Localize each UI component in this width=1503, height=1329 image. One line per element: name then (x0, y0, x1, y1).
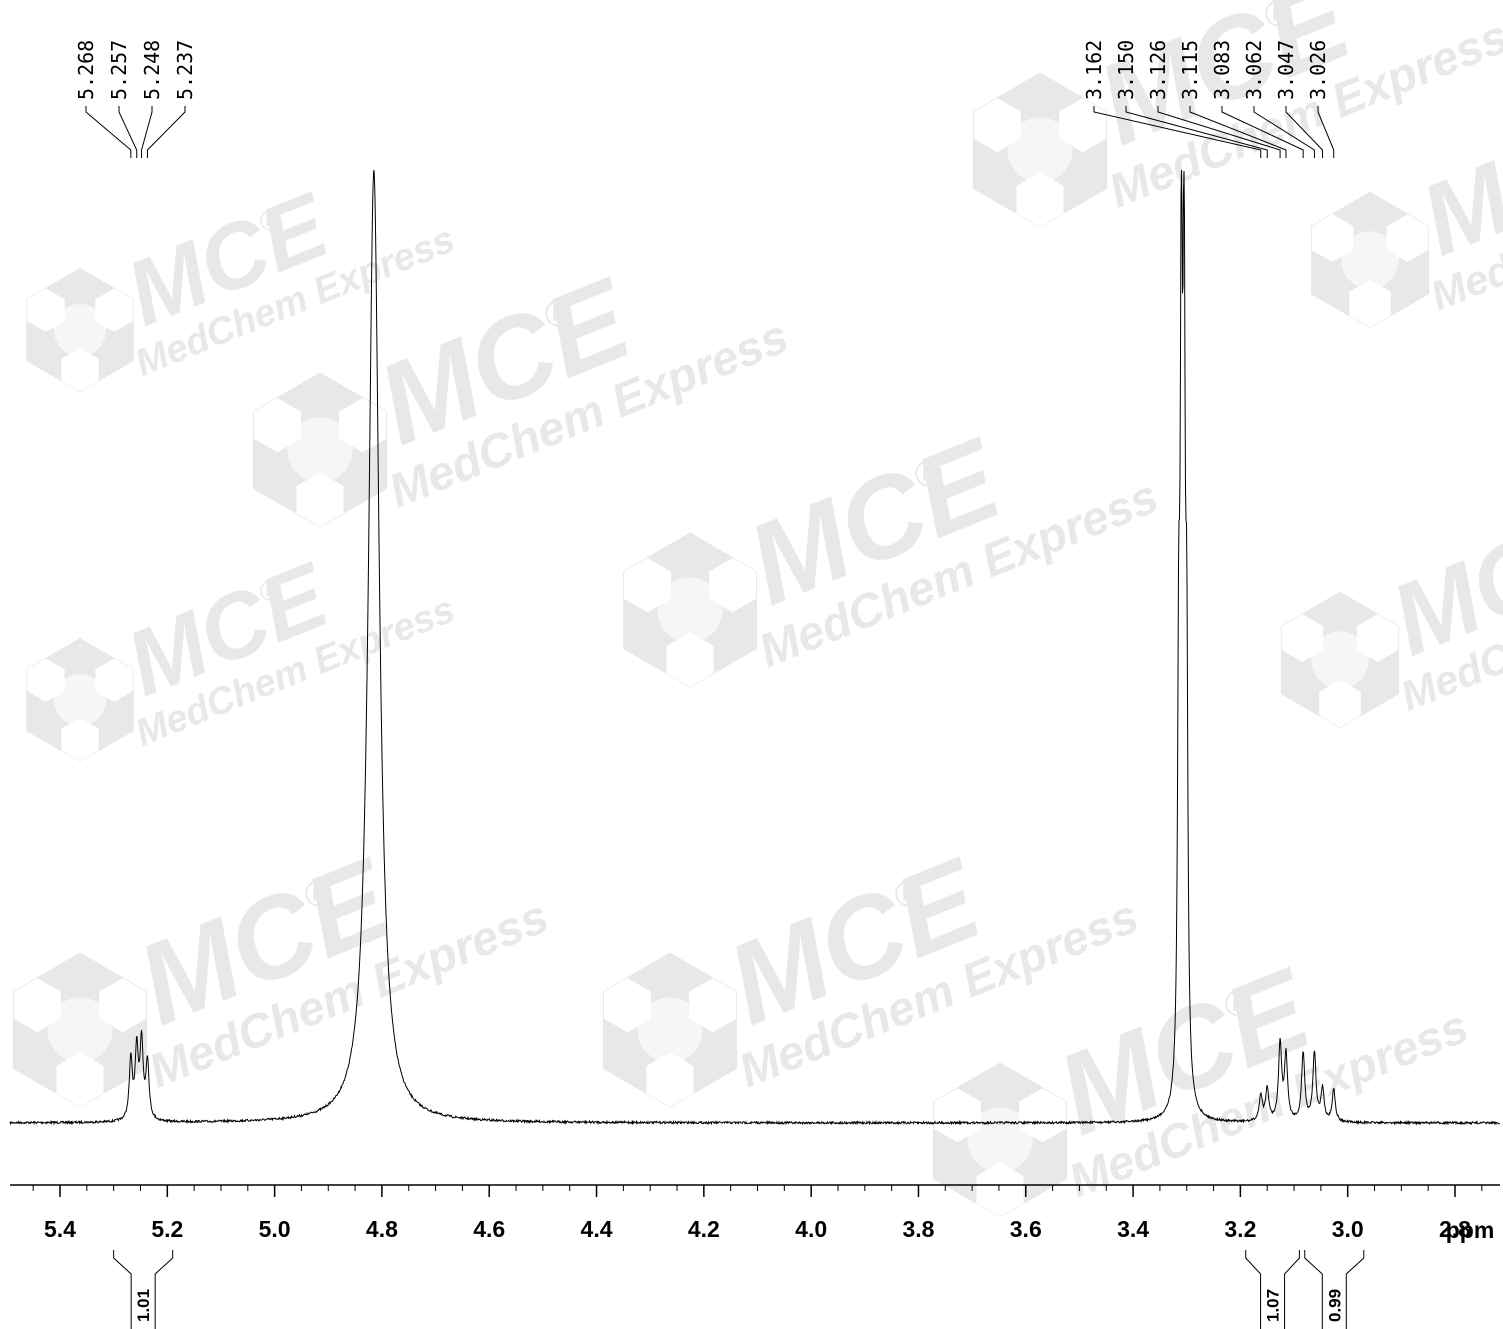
peak-label-connector (1253, 106, 1315, 158)
peak-label-connector (1093, 106, 1262, 158)
integral: 0.99 (1304, 1250, 1365, 1329)
peak-label-connector (1125, 106, 1268, 158)
x-tick-label: 4.0 (795, 1216, 827, 1242)
x-tick-label: 4.4 (581, 1216, 613, 1242)
x-tick-label: 3.0 (1332, 1216, 1364, 1242)
peak-label-connector (1317, 106, 1335, 158)
peak-label: 5.257 (107, 40, 131, 100)
integral-bracket-left (1245, 1250, 1262, 1329)
x-axis-label: ppm (1446, 1217, 1495, 1243)
watermark-registered: ® (1265, 0, 1293, 34)
integral-value: 0.99 (1325, 1289, 1344, 1322)
peak-label: 3.026 (1306, 40, 1330, 100)
integral: 1.07 (1245, 1250, 1300, 1329)
watermark-registered: ® (260, 575, 282, 608)
x-tick-label: 2.8 (1439, 1216, 1471, 1242)
spectrum-line (9, 169, 1501, 1126)
peak-label-cluster: 5.268 5.257 5.248 5.237 (74, 40, 197, 158)
x-tick-label: 4.8 (366, 1216, 398, 1242)
integral-bracket-left (113, 1250, 132, 1329)
x-tick-label: 3.2 (1224, 1216, 1256, 1242)
peak-label-connector (85, 106, 132, 158)
x-tick-label: 5.0 (259, 1216, 291, 1242)
x-tick-label: 4.6 (473, 1216, 505, 1242)
watermark-registered: ® (260, 205, 282, 238)
spectrum-layer (9, 169, 1501, 1126)
peak-label: 5.237 (173, 40, 197, 100)
peak-label: 3.126 (1146, 40, 1170, 100)
peak-label: 3.150 (1114, 40, 1138, 100)
peak-label: 5.248 (140, 40, 164, 100)
watermark-registered: ® (545, 292, 573, 334)
x-tick-label: 5.2 (151, 1216, 183, 1242)
peak-label-connector (1189, 106, 1287, 158)
x-tick-label: 3.4 (1117, 1216, 1149, 1242)
peak-label: 3.047 (1274, 40, 1298, 100)
peak-label-group: 5.268 5.257 5.248 5.237 3.162 3.150 3.126 3.115… (74, 40, 1335, 158)
integral-bracket-right (1284, 1250, 1300, 1329)
x-tick-label: 4.2 (688, 1216, 720, 1242)
peak-label: 5.268 (74, 40, 98, 100)
x-tick-label: 5.4 (44, 1216, 76, 1242)
integral-bracket-right (1345, 1250, 1365, 1329)
watermark-registered: ® (895, 872, 923, 914)
watermark-registered: ® (915, 452, 943, 494)
integral-value: 1.07 (1264, 1289, 1283, 1322)
peak-label: 3.115 (1178, 40, 1202, 100)
integral-bracket-left (1304, 1250, 1323, 1329)
peak-label: 3.162 (1082, 40, 1106, 100)
peak-label-connector (1157, 106, 1281, 158)
watermark-registered: ® (305, 872, 333, 914)
integral-bracket-right (154, 1250, 174, 1329)
peak-label-connector (146, 106, 186, 158)
integral-value: 1.01 (134, 1289, 153, 1322)
x-tick-label: 3.6 (1010, 1216, 1042, 1242)
peak-label: 3.062 (1242, 40, 1266, 100)
peak-label: 3.083 (1210, 40, 1234, 100)
x-axis: ppm 5.4 5.2 5.0 4.8 4.6 4.4 4.2 4.0 3.8 3.6 3.4 3.2… (10, 1184, 1500, 1243)
integral-group: 1.01 1.07 0.99 (113, 1250, 1365, 1329)
peak-label-cluster: 3.162 3.150 3.126 3.115 3.083 3.062 3.047 3.026 (1082, 40, 1335, 158)
integral: 1.01 (113, 1250, 174, 1329)
peak-label-connector (118, 106, 138, 158)
watermark-registered: ® (1225, 982, 1253, 1024)
x-tick-label: 3.8 (902, 1216, 934, 1242)
peak-label-connector (1285, 106, 1323, 158)
peak-label-connector (141, 106, 153, 158)
peak-label-connector (1221, 106, 1304, 158)
